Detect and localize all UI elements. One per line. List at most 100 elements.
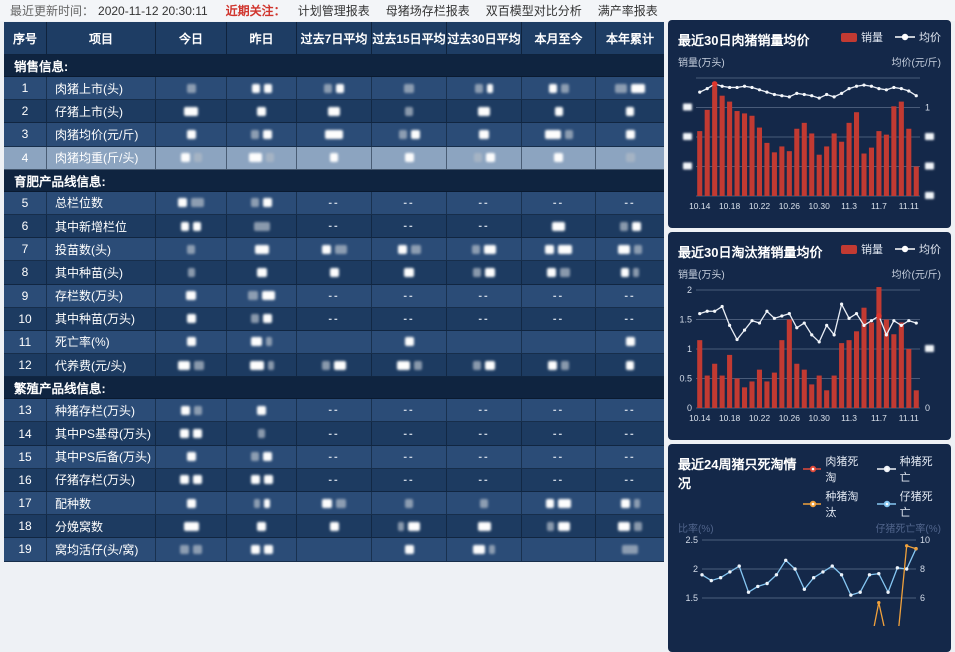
bar-sales [704,109,710,196]
table-row[interactable]: 8 其中种苗(头) [4,261,664,285]
data-cell [156,284,227,307]
legend-item-均价[interactable]: 均价 [895,241,941,257]
redacted-dash: -- [478,312,490,325]
data-cell [227,261,297,284]
redacted-dash: -- [403,220,415,233]
legend-item-肉猪死淘[interactable]: 肉猪死淘 [802,453,867,485]
row-label: 分娩窝数 [47,515,156,538]
redacted-value [321,244,331,254]
data-cell [227,422,297,445]
table-row[interactable]: 9 存栏数(万头) -- -- -- -- -- [4,284,664,308]
table-row[interactable]: 16 仔猪存栏(万头) -- -- -- -- -- [4,468,664,492]
redacted-value [546,498,554,508]
report-link[interactable]: 计划管理报表 [297,4,370,18]
table-row[interactable]: 17 配种数 [4,492,664,516]
line-point [735,337,739,342]
bar-sales [779,146,785,196]
redacted-dash: -- [328,404,340,417]
table-row[interactable]: 14 其中PS基母(万头) -- -- -- -- -- [4,422,664,446]
axis-tick: 0 [925,403,930,413]
redacted-value [186,337,196,347]
table-row[interactable]: 7 投苗数(头) [4,238,664,262]
legend-item-仔猪死亡[interactable]: 仔猪死亡 [876,488,941,520]
redacted-value [554,153,563,163]
report-link[interactable]: 满产率报表 [597,4,658,18]
table-row[interactable]: 2 仔猪上市(头) [4,100,664,124]
data-cell [156,100,227,123]
table-row[interactable]: 6 其中新增栏位 -- -- -- [4,214,664,239]
data-cell [227,468,297,491]
line-point [854,84,859,88]
redacted-value [257,521,266,531]
table-row[interactable]: 1 肉猪上市(头) [4,77,664,101]
bar-sales [764,142,770,196]
redacted-value [334,244,347,254]
data-cell [447,77,522,100]
series-point [849,593,853,597]
legend-item-销量[interactable]: 销量 [841,241,883,257]
table-row[interactable]: 15 其中PS后备(万头) -- -- -- -- -- [4,445,664,469]
data-cell: -- [297,422,372,445]
data-cell [156,191,227,214]
chart-title: 最近30日肉猪销量均价 [678,33,810,48]
data-cell [156,354,227,377]
redacted-value [547,267,556,277]
report-link[interactable]: 双百模型对比分析 [485,4,582,18]
row-number: 10 [4,307,47,330]
legend-label: 均价 [919,244,941,256]
redacted-value [193,544,202,554]
table-row[interactable]: 11 死亡率(%) [4,330,664,355]
legend-item-种猪淘汰[interactable]: 种猪淘汰 [802,488,867,520]
legend-line-icon [895,245,915,253]
legend-line-icon [802,500,822,508]
bar-sales [913,390,919,408]
data-cell [297,330,372,354]
table-row[interactable]: 18 分娩窝数 [4,515,664,539]
row-number: 3 [4,123,47,146]
series-point [821,570,825,574]
data-cell: -- [596,308,664,330]
data-cell [227,330,297,354]
updated-time-value: 2020-11-12 20:30:11 [98,3,208,18]
data-cell [372,261,447,284]
redacted-value [186,291,196,301]
series-point [830,564,834,568]
legend-item-种猪死亡[interactable]: 种猪死亡 [876,453,941,485]
data-cell [156,214,227,238]
series-point [784,558,788,562]
report-link[interactable]: 母猪场存栏报表 [385,4,470,18]
redacted-axis-tick [925,345,934,352]
redacted-value [193,429,202,439]
table-row[interactable]: 4 肉猪均重(斤/头) [4,146,664,170]
bar-sales [891,106,897,196]
table-row[interactable]: 10 其中种苗(万头) -- -- -- -- -- [4,307,664,331]
data-cell: -- [447,422,522,445]
table-row[interactable]: 13 种猪存栏(万头) -- -- -- -- -- [4,399,664,423]
line-point [914,321,918,325]
redacted-value [329,521,339,531]
data-cell [227,146,297,169]
redacted-value [325,129,343,139]
bar-sales [809,133,815,196]
redacted-value [250,544,260,554]
table-row[interactable]: 19 窝均活仔(头/窝) [4,538,664,562]
row-number: 7 [4,238,47,261]
legend-item-销量[interactable]: 销量 [841,29,883,45]
table-row[interactable]: 12 代养费(元/头) [4,354,664,378]
legend-item-均价[interactable]: 均价 [895,29,941,45]
redacted-value [558,244,572,254]
table-row[interactable]: 3 肉猪均价(元/斤) [4,123,664,147]
legend-line-icon [895,33,915,41]
column-header: 过去15日平均 [372,22,447,55]
data-cell [596,147,664,169]
redacted-dash: -- [478,289,490,302]
redacted-value [193,221,201,231]
redacted-value [560,83,569,93]
redacted-value [330,153,338,163]
bar-sales [786,319,792,408]
redacted-value [480,498,488,508]
row-label: 投苗数(头) [47,238,156,261]
bar-sales [719,95,725,196]
table-row[interactable]: 5 总栏位数 -- -- -- -- -- [4,191,664,215]
data-cell: -- [297,468,372,491]
